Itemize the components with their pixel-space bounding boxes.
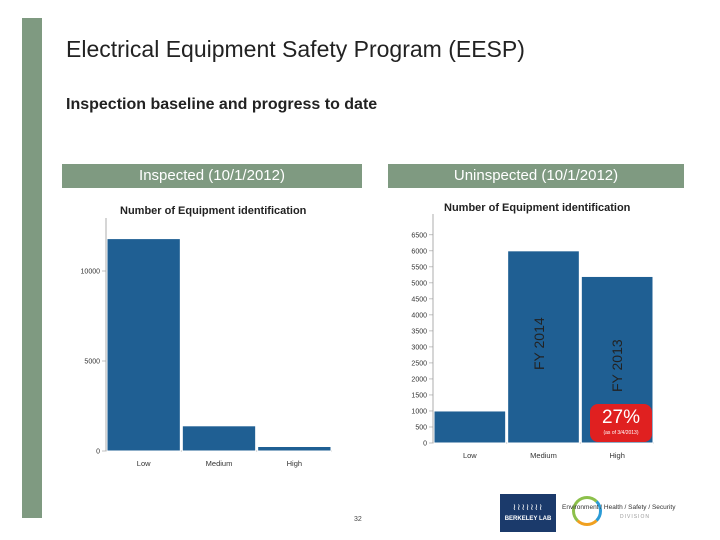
berkeley-lab-wave-mark: ≀≀≀≀≀≀≀ bbox=[512, 502, 544, 512]
chart-2-y-tick-label: 0 bbox=[423, 441, 427, 448]
progress-badge: 27% (as of 3/4/2013) bbox=[590, 404, 652, 442]
chart-1-x-tick-label: Low bbox=[137, 459, 151, 468]
chart-2-y-tick-label: 6500 bbox=[411, 232, 427, 239]
chart-1-bar-low bbox=[106, 238, 181, 452]
fy2014-label: FY 2014 bbox=[531, 317, 547, 370]
uninspected-panel-header: Uninspected (10/1/2012) bbox=[388, 164, 684, 188]
chart-2-y-tick-label: 5000 bbox=[411, 280, 427, 287]
chart-1-title: Number of Equipment identification bbox=[120, 205, 307, 217]
chart-2-y-tick-label: 2500 bbox=[411, 360, 427, 367]
berkeley-lab-name: BERKELEY LAB bbox=[504, 516, 552, 522]
chart-1-y-tick-label: 5000 bbox=[84, 359, 100, 366]
fy2013-label: FY 2013 bbox=[609, 339, 625, 392]
chart-1-x-tick-label: High bbox=[287, 459, 302, 468]
ehss-logo-subtext: DIVISION bbox=[620, 514, 650, 520]
chart-2-bar-medium bbox=[507, 250, 580, 444]
chart-1-y-tick-label: 0 bbox=[96, 449, 100, 456]
chart-1-x-tick-label: Medium bbox=[206, 459, 233, 468]
ehss-division-logo: Environment / Health / Safety / Security… bbox=[562, 494, 690, 532]
chart-2-y-tick-label: 5500 bbox=[411, 264, 427, 271]
chart-2-y-tick-label: 1000 bbox=[411, 408, 427, 415]
slide-title: Electrical Equipment Safety Program (EES… bbox=[66, 36, 525, 62]
chart-2-y-tick-label: 4000 bbox=[411, 312, 427, 319]
chart-1-bar-medium bbox=[181, 425, 257, 452]
progress-note: (as of 3/4/2013) bbox=[603, 430, 639, 436]
inspected-panel-header: Inspected (10/1/2012) bbox=[62, 164, 362, 188]
chart-2-y-tick-label: 4500 bbox=[411, 296, 427, 303]
ehss-logo-text: Environment / Health / Safety / Security bbox=[562, 504, 676, 511]
accent-sidebar-bar bbox=[22, 18, 42, 518]
chart-1-bar-high bbox=[257, 446, 332, 452]
chart-2-y-tick-label: 1500 bbox=[411, 392, 427, 399]
chart-2-y-tick-label: 3000 bbox=[411, 344, 427, 351]
page-number: 32 bbox=[354, 516, 362, 523]
chart-2-y-tick-label: 3500 bbox=[411, 328, 427, 335]
ehss-ring-icon bbox=[572, 496, 602, 526]
chart-2-x-tick-label: Low bbox=[463, 451, 477, 460]
berkeley-lab-logo: ≀≀≀≀≀≀≀ BERKELEY LAB bbox=[500, 494, 556, 532]
chart-2-bar-low bbox=[433, 410, 507, 444]
slide-subtitle: Inspection baseline and progress to date bbox=[66, 96, 378, 113]
chart-2-y-tick-label: 6000 bbox=[411, 248, 427, 255]
chart-2-y-tick-label: 500 bbox=[415, 424, 427, 431]
chart-2-title: Number of Equipment identification bbox=[444, 202, 631, 214]
chart-2-x-tick-label: Medium bbox=[530, 451, 557, 460]
chart-1-y-tick-label: 10000 bbox=[81, 269, 101, 276]
chart-2-y-tick-label: 2000 bbox=[411, 376, 427, 383]
chart-2-x-tick-label: High bbox=[609, 451, 624, 460]
progress-percent: 27% bbox=[601, 407, 641, 428]
